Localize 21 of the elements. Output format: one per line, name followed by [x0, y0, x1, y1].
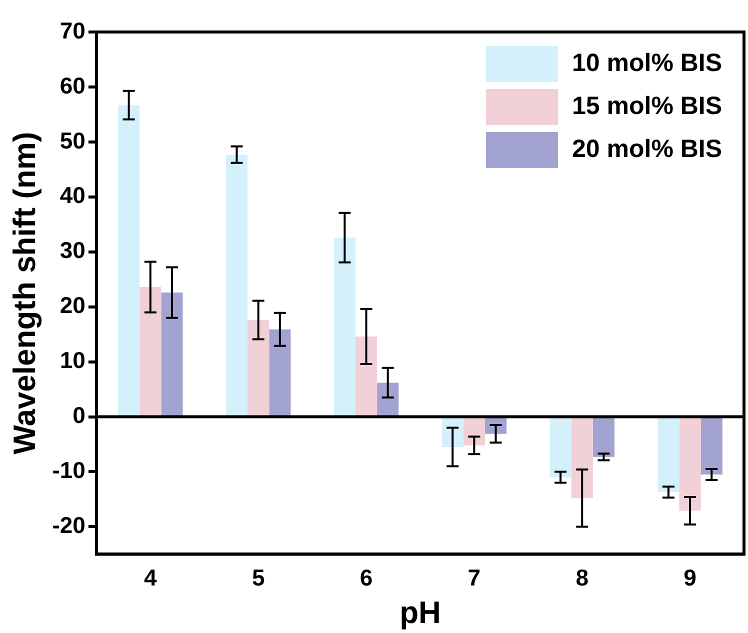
y-tick-label: 10	[60, 347, 86, 374]
legend-label: 20 mol% BIS	[572, 135, 722, 164]
x-axis-title: pH	[400, 594, 441, 630]
y-tick-label: 60	[60, 72, 86, 98]
legend-label: 10 mol% BIS	[572, 49, 722, 78]
x-tick-label: 5	[252, 564, 265, 590]
y-tick-label: 50	[60, 127, 86, 154]
x-tick-label: 4	[144, 564, 158, 590]
y-tick-label: 30	[60, 237, 86, 264]
x-tick-label: 6	[360, 564, 373, 590]
y-tick-label: -20	[52, 512, 86, 538]
y-tick-label: 70	[60, 17, 86, 44]
legend-label: 15 mol% BIS	[572, 92, 722, 121]
x-tick-label: 8	[576, 564, 589, 590]
y-tick-label: 40	[60, 182, 86, 208]
y-tick-label: 0	[72, 402, 86, 428]
y-tick-label: -10	[52, 457, 86, 484]
x-tick-label: 9	[684, 564, 696, 590]
x-tick-label: 7	[468, 564, 481, 590]
y-axis-title: Wavelength shift (nm)	[7, 132, 42, 454]
y-tick-label: 20	[60, 292, 86, 318]
